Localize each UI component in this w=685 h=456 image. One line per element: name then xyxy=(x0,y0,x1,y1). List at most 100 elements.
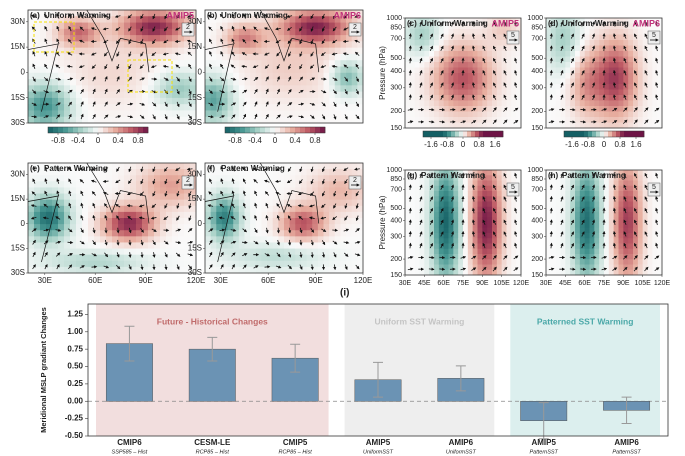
field-cell xyxy=(604,233,610,239)
wind-vector xyxy=(450,207,455,214)
field-cell xyxy=(148,175,155,182)
field-cell xyxy=(637,18,644,24)
field-cell xyxy=(546,51,552,57)
field-cell xyxy=(244,35,251,42)
field-cell xyxy=(565,29,571,35)
field-cell xyxy=(295,193,302,201)
field-cell xyxy=(346,230,353,237)
field-cell xyxy=(453,248,459,255)
wind-vector xyxy=(439,267,446,271)
wind-vector xyxy=(230,102,237,106)
wind-vector xyxy=(429,82,433,88)
field-cell xyxy=(575,106,581,112)
field-cell xyxy=(579,201,586,208)
field-cell xyxy=(570,106,576,112)
field-cell xyxy=(70,260,77,268)
field-cell xyxy=(463,180,469,187)
wind-vector xyxy=(219,240,225,245)
field-cell xyxy=(346,224,353,231)
field-cell xyxy=(238,211,245,219)
field-cell xyxy=(88,116,95,124)
field-cell xyxy=(34,116,41,124)
field-cell xyxy=(594,201,600,208)
wind-vector xyxy=(429,196,433,202)
wind-vector xyxy=(56,178,60,184)
field-cell xyxy=(496,269,503,276)
wind-vector xyxy=(116,88,120,94)
field-cell xyxy=(550,269,557,276)
field-cell xyxy=(278,116,285,124)
wind-vector xyxy=(67,240,74,245)
field-cell xyxy=(458,23,464,30)
field-cell xyxy=(501,62,507,68)
field-cell xyxy=(443,40,449,46)
field-cell xyxy=(323,53,330,61)
field-cell xyxy=(210,169,217,176)
field-cell xyxy=(233,72,240,80)
field-cell xyxy=(94,242,101,249)
field-cell xyxy=(346,79,353,86)
field-cell xyxy=(351,254,358,262)
field-cell xyxy=(210,60,217,67)
field-cell xyxy=(238,47,245,55)
field-cell xyxy=(463,89,469,96)
panel-title: Pattern Warming xyxy=(44,164,108,173)
field-cell xyxy=(34,248,41,256)
field-cell xyxy=(496,122,503,129)
field-cell xyxy=(443,238,449,244)
wind-vector xyxy=(188,264,193,270)
wind-vector xyxy=(471,120,477,124)
field-cell xyxy=(82,60,89,67)
field-cell xyxy=(261,242,268,249)
field-cell xyxy=(334,199,341,207)
field-cell xyxy=(560,51,566,57)
field-cell xyxy=(637,45,644,52)
field-cell xyxy=(443,196,449,202)
wind-vector xyxy=(419,219,423,225)
field-cell xyxy=(267,169,274,176)
y-tick-label: 0 xyxy=(198,68,203,77)
y-tick-label: 300 xyxy=(390,85,402,92)
field-cell xyxy=(317,116,324,124)
field-cell xyxy=(261,104,268,111)
field-cell xyxy=(458,227,464,234)
field-cell xyxy=(312,85,319,93)
field-cell xyxy=(317,230,324,237)
field-cell xyxy=(555,191,561,197)
wind-vector xyxy=(188,114,193,120)
field-cell xyxy=(458,45,464,52)
field-cell xyxy=(216,85,223,93)
field-cell xyxy=(300,187,307,194)
field-cell xyxy=(278,266,285,274)
wind-vector xyxy=(633,107,638,112)
field-cell xyxy=(429,233,435,239)
field-cell xyxy=(205,41,212,49)
field-cell xyxy=(244,41,251,49)
field-cell xyxy=(657,89,663,96)
field-cell xyxy=(618,212,624,218)
field-cell xyxy=(227,175,234,182)
field-cell xyxy=(250,72,257,80)
field-cell xyxy=(594,185,600,192)
wind-vector xyxy=(344,178,348,185)
field-cell xyxy=(100,16,107,23)
field-cell xyxy=(477,180,483,187)
field-cell xyxy=(458,259,464,265)
field-cell xyxy=(506,170,512,176)
field-cell xyxy=(233,53,240,61)
field-cell xyxy=(477,264,483,271)
wind-vector xyxy=(80,202,84,209)
field-cell xyxy=(351,60,358,67)
y-tick-label: 500 xyxy=(390,55,402,62)
field-cell xyxy=(463,201,469,208)
field-cell xyxy=(405,100,411,107)
field-cell xyxy=(100,254,107,262)
field-cell xyxy=(190,85,197,93)
field-cell xyxy=(284,10,291,17)
field-cell xyxy=(516,122,522,129)
field-cell xyxy=(467,18,474,24)
field-cell xyxy=(550,34,557,41)
field-cell xyxy=(267,218,274,225)
field-cell xyxy=(58,242,65,249)
wind-vector xyxy=(408,242,412,249)
